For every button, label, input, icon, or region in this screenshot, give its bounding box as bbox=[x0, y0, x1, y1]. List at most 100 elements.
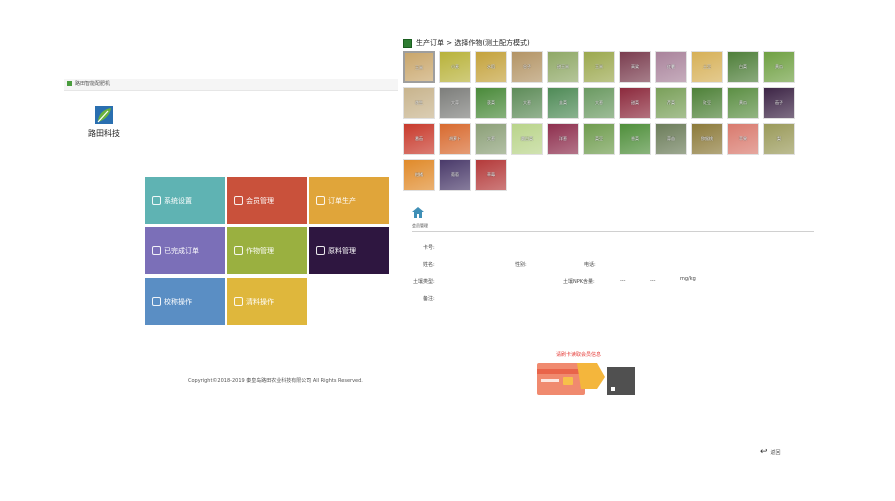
menu-tile-8[interactable]: 清料操作 bbox=[227, 278, 307, 325]
crop-item[interactable]: 甜菜 bbox=[619, 87, 651, 119]
crop-label: 葡萄 bbox=[451, 172, 459, 177]
crop-item[interactable]: 柑橘 bbox=[403, 159, 435, 191]
crop-label: 大葱 bbox=[487, 136, 495, 141]
crop-label: 洋葱 bbox=[559, 136, 567, 141]
scale-icon bbox=[152, 297, 161, 306]
leaf-logo-icon bbox=[95, 106, 113, 124]
crop-item[interactable]: 胡萝卜 bbox=[439, 123, 471, 155]
crop-item[interactable]: 水稻 bbox=[475, 51, 507, 83]
crop-item[interactable]: 韭菜 bbox=[547, 87, 579, 119]
crop-item[interactable]: 玉米 bbox=[403, 51, 435, 83]
menu-tile-5[interactable]: 作物管理 bbox=[227, 227, 307, 274]
crop-item[interactable]: 大蒜 bbox=[439, 87, 471, 119]
menu-tile-4[interactable]: 已完成订单 bbox=[145, 227, 225, 274]
crop-item[interactable]: 菠菜 bbox=[475, 87, 507, 119]
crop-label: 芹菜 bbox=[667, 100, 675, 105]
window-title: 路田智能配肥机 bbox=[75, 81, 111, 87]
crop-label: 甜菜 bbox=[631, 100, 639, 105]
crop-item[interactable]: 葡萄 bbox=[439, 159, 471, 191]
section-title: 会员管理 bbox=[412, 223, 428, 228]
crop-item[interactable]: 花生 bbox=[403, 87, 435, 119]
crop-label: 豇豆 bbox=[703, 100, 711, 105]
back-arrow-icon: ↩ bbox=[760, 447, 768, 457]
phone-label: 电话: bbox=[584, 262, 596, 268]
crop-label: 谷子 bbox=[523, 64, 531, 69]
menu-tile-label: 作物管理 bbox=[246, 246, 274, 255]
crop-item[interactable]: 豇豆 bbox=[691, 87, 723, 119]
menu-tile-label: 校称操作 bbox=[164, 297, 192, 306]
crop-item[interactable]: 玉米 bbox=[583, 51, 615, 83]
breadcrumb-text: 生产订单 > 选择作物(测土配方模式) bbox=[416, 39, 530, 47]
crop-label: 苹果 bbox=[739, 136, 747, 141]
crop-item[interactable]: 大葱 bbox=[583, 87, 615, 119]
crop-label: 梨 bbox=[777, 136, 781, 141]
name-label: 姓名: bbox=[423, 262, 435, 268]
crop-label: 大蒜 bbox=[451, 100, 459, 105]
menu-tile-1[interactable]: 系统设置 bbox=[145, 177, 225, 224]
crop-label: 甜玉米 bbox=[557, 64, 569, 69]
menu-tile-7[interactable]: 校称操作 bbox=[145, 278, 225, 325]
crop-item[interactable]: 芹菜 bbox=[655, 87, 687, 119]
crop-label: 水稻 bbox=[487, 64, 495, 69]
crop-label: 玉米 bbox=[595, 64, 603, 69]
home-icon[interactable] bbox=[412, 207, 424, 218]
brand-logo: 路田科技 bbox=[86, 105, 122, 139]
menu-tile-label: 系统设置 bbox=[164, 196, 192, 205]
crop-item[interactable]: 小麦 bbox=[439, 51, 471, 83]
crop-label: 菜豆 bbox=[595, 136, 603, 141]
box-icon bbox=[234, 297, 243, 306]
crop-item[interactable]: 大葱 bbox=[511, 87, 543, 119]
card-reader-icon bbox=[537, 363, 635, 395]
copyright-text: Copyright©2018-2019 秦皇岛路田农业科技有限公司 All Ri… bbox=[188, 378, 363, 384]
npk-dash-2: --- bbox=[650, 278, 656, 284]
window-titlebar: 路田智能配肥机 bbox=[64, 79, 398, 91]
breadcrumb: 生产订单 > 选择作物(测土配方模式) bbox=[403, 38, 530, 48]
crop-label: 玉米 bbox=[415, 65, 423, 70]
crop-label: 香菜 bbox=[631, 136, 639, 141]
app-icon bbox=[67, 81, 72, 86]
crop-item[interactable]: 苹果 bbox=[727, 123, 759, 155]
npk-label: 土壤NPK含量: bbox=[563, 279, 595, 285]
crop-item[interactable]: 甜玉米 bbox=[547, 51, 579, 83]
crop-label: 黄瓜 bbox=[775, 64, 783, 69]
crop-label: 大葱 bbox=[595, 100, 603, 105]
crop-item[interactable]: 洋葱 bbox=[547, 123, 579, 155]
crop-label: 蒜苗 bbox=[667, 136, 675, 141]
crop-item[interactable]: 草莓 bbox=[475, 159, 507, 191]
menu-tile-6[interactable]: 原料管理 bbox=[309, 227, 389, 274]
crop-item[interactable]: 番茄 bbox=[403, 123, 435, 155]
crop-label: 花生 bbox=[415, 100, 423, 105]
crop-item[interactable]: 黄瓜 bbox=[727, 87, 759, 119]
soil-type-label: 土壤类型: bbox=[413, 279, 435, 285]
card-no-label: 卡号: bbox=[423, 245, 435, 251]
crop-item[interactable]: 红薯 bbox=[655, 51, 687, 83]
gender-label: 性别: bbox=[515, 262, 527, 268]
crop-label: 韭菜 bbox=[559, 100, 567, 105]
crop-item[interactable]: 谷子 bbox=[511, 51, 543, 83]
plant-icon bbox=[234, 246, 243, 255]
menu-tile-2[interactable]: 会员管理 bbox=[227, 177, 307, 224]
menu-tile-label: 清料操作 bbox=[246, 297, 274, 306]
order-icon bbox=[403, 38, 412, 48]
menu-tile-label: 会员管理 bbox=[246, 196, 274, 205]
crop-item[interactable]: 土豆 bbox=[691, 51, 723, 83]
crop-item[interactable]: 圆白菜 bbox=[511, 123, 543, 155]
crop-label: 大葱 bbox=[523, 100, 531, 105]
crop-label: 土豆 bbox=[703, 64, 711, 69]
crop-item[interactable]: 茄子 bbox=[763, 87, 795, 119]
crop-item[interactable]: 黄瓜 bbox=[763, 51, 795, 83]
crop-item[interactable]: 梨 bbox=[763, 123, 795, 155]
gear-icon bbox=[152, 196, 161, 205]
crop-item[interactable]: 白菜 bbox=[727, 51, 759, 83]
crop-item[interactable]: 大葱 bbox=[475, 123, 507, 155]
grid-icon bbox=[316, 246, 325, 255]
crop-item[interactable]: 猕猴桃 bbox=[691, 123, 723, 155]
menu-tile-3[interactable]: 订单生产 bbox=[309, 177, 389, 224]
crop-label: 黄瓜 bbox=[739, 100, 747, 105]
crop-item[interactable]: 菜豆 bbox=[583, 123, 615, 155]
crop-item[interactable]: 蒜苗 bbox=[655, 123, 687, 155]
back-button[interactable]: ↩ 返回 bbox=[760, 447, 781, 457]
crop-label: 柑橘 bbox=[415, 172, 423, 177]
crop-item[interactable]: 高粱 bbox=[619, 51, 651, 83]
crop-item[interactable]: 香菜 bbox=[619, 123, 651, 155]
